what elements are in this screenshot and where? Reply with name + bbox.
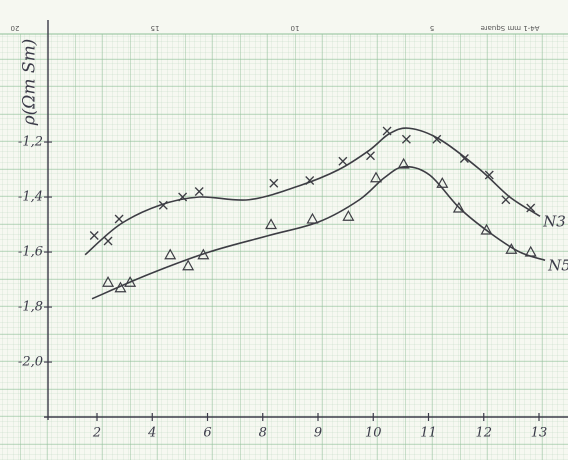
x-tick-label: 6 [203,426,211,441]
y-tick-label: -1,4 [18,190,43,205]
y-tick-label: -1,6 [18,245,43,260]
y-tick-label: -2,0 [18,355,43,370]
x-tick-label: 10 [365,426,382,441]
paper-label: 15 [151,24,160,32]
x-tick-label: 13 [531,426,548,441]
curve-label: N3 [542,212,566,230]
x-tick-label: 2 [92,426,101,441]
y-tick-label: -1,8 [18,300,43,315]
graph-paper-grid [0,34,568,460]
x-tick-label: 4 [147,426,156,441]
x-tick-label: 8 [259,426,267,441]
curve-label: N5 [547,256,568,274]
chart: ρ(Ωm Sm) 20 15 10 5 A4-1 mm Square -1,2 -1,4 -1… [0,0,568,460]
x-tick-label: 11 [420,426,437,441]
paper-label: 10 [291,24,300,32]
paper-label: 5 [430,24,434,32]
x-tick-label: 9 [314,426,322,441]
y-axis-label: ρ(Ωm Sm) [20,39,40,127]
y-tick-label: -1,2 [18,135,43,150]
paper-brand: A4-1 mm Square [481,24,540,32]
paper-label: 20 [11,24,20,32]
x-tick-label: 12 [475,426,492,441]
